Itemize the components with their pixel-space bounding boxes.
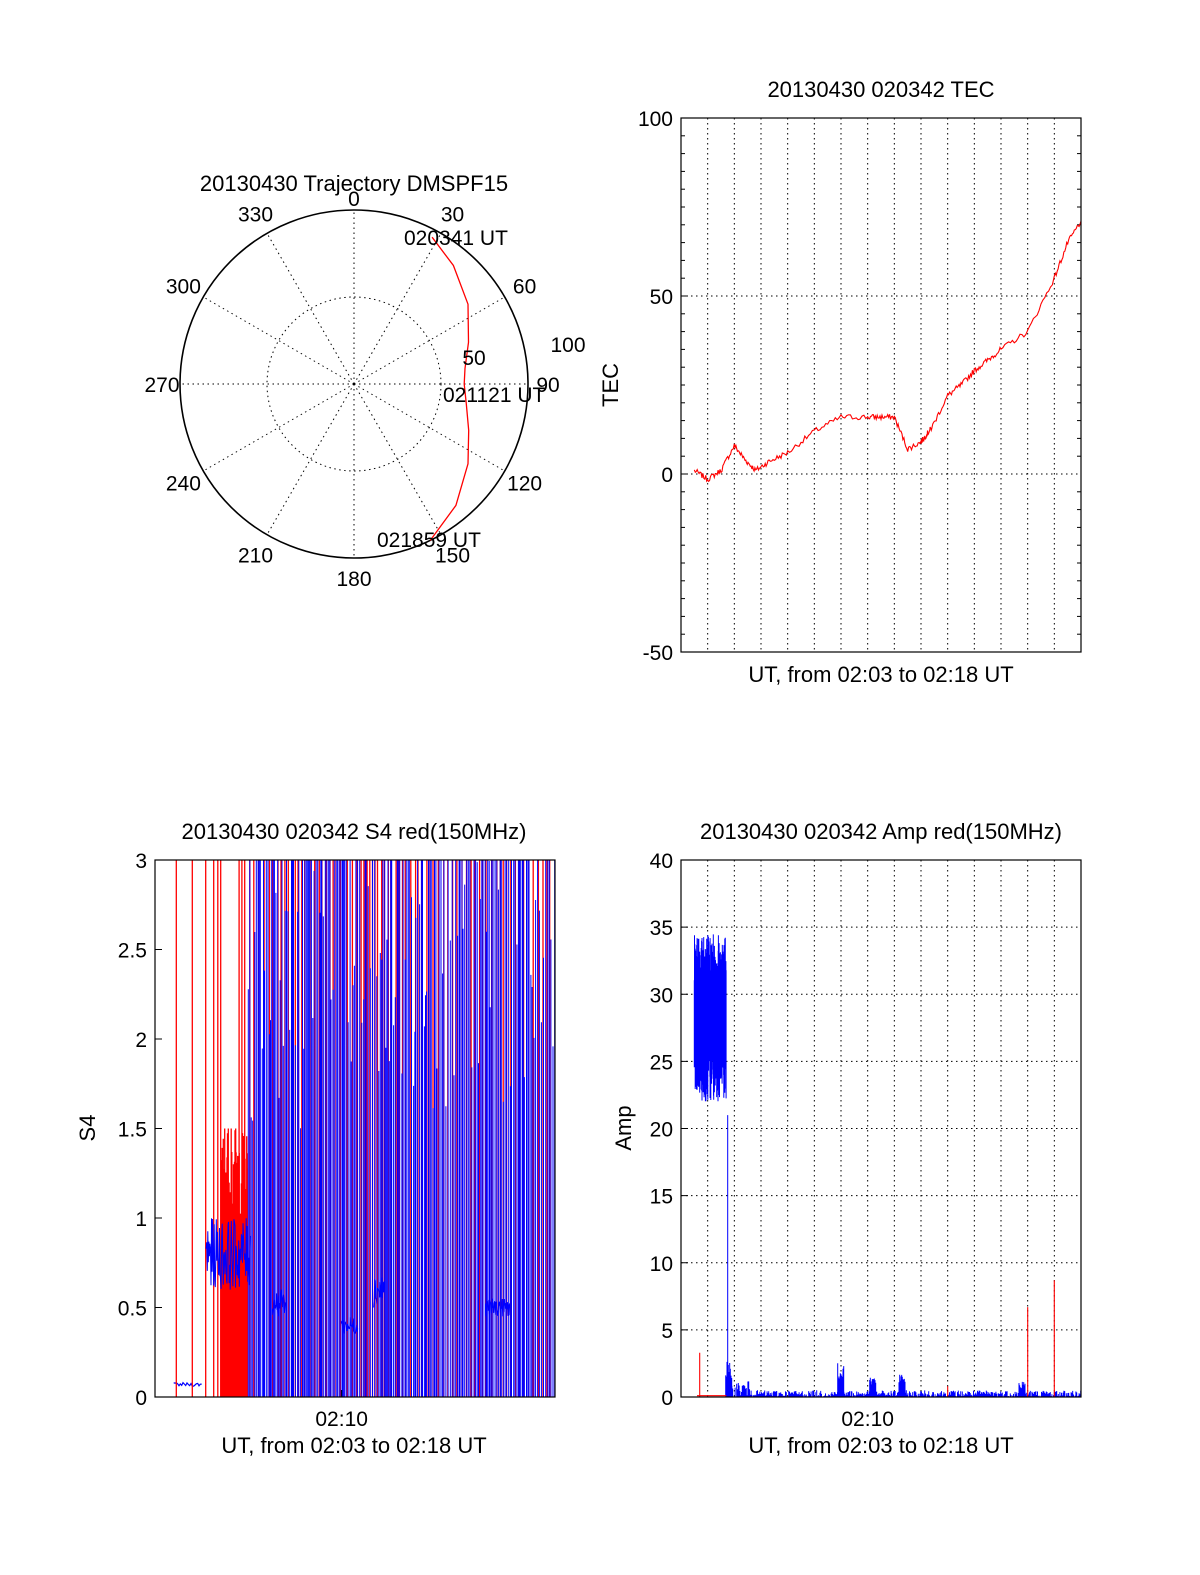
tec-y-tick--50: -50 — [643, 642, 673, 665]
polar-radial-tick-100: 100 — [550, 334, 585, 357]
polar-radial-tick-50: 50 — [462, 347, 485, 370]
polar-angle-tick-270: 270 — [144, 374, 179, 397]
polar-spoke — [353, 383, 442, 535]
polar-angle-tick-60: 60 — [513, 276, 536, 299]
polar-angle-tick-150: 150 — [435, 545, 470, 568]
tec-y-tick-50: 50 — [650, 286, 673, 309]
polar-spoke — [203, 296, 355, 385]
s4-x-ticks: 02:10 — [315, 1390, 368, 1431]
amp-y-tick-20: 20 — [650, 1119, 673, 1142]
s4-y-tick-0: 0 — [135, 1387, 147, 1410]
s4-y-tick-1.5: 1.5 — [118, 1119, 147, 1142]
s4-blue-envelope — [205, 1218, 511, 1334]
amp-y-tick-0: 0 — [661, 1387, 673, 1410]
polar-angle-tick-180: 180 — [336, 568, 371, 591]
polar-spoke — [266, 233, 355, 385]
amp-red-series — [697, 1280, 1055, 1397]
polar-angle-tick-300: 300 — [166, 276, 201, 299]
tec-y-tick-100: 100 — [638, 108, 673, 131]
polar-track — [429, 236, 470, 541]
s4-y-tick-0.5: 0.5 — [118, 1298, 147, 1321]
polar-spoke — [353, 233, 442, 385]
amp-x-tick-0210: 02:10 — [841, 1408, 894, 1431]
tec-series-line — [693, 221, 1082, 483]
s4-title: 20130430 020342 S4 red(150MHz) — [182, 819, 527, 844]
s4-x-label: UT, from 02:03 to 02:18 UT — [221, 1433, 486, 1458]
track-label-end: 021859 UT — [377, 529, 481, 552]
satellite-track-line — [429, 236, 470, 541]
polar-angle-tick-0: 0 — [348, 188, 360, 211]
amp-y-tick-40: 40 — [650, 850, 673, 873]
amp-x-ticks: 02:10 — [841, 1408, 894, 1431]
s4-x-tick-0210: 02:10 — [315, 1408, 368, 1431]
amp-y-label: Amp — [611, 1105, 636, 1150]
s4-blue-spikes — [247, 860, 556, 1397]
tec-y-tick-0: 0 — [661, 464, 673, 487]
s4-series — [173, 860, 556, 1397]
polar-title: 20130430 Trajectory DMSPF15 — [200, 171, 508, 196]
amp-y-tick-35: 35 — [650, 917, 673, 940]
amp-title: 20130430 020342 Amp red(150MHz) — [700, 819, 1062, 844]
track-label-start: 020341 UT — [404, 227, 508, 250]
track-label-mid: 021121 UT — [443, 384, 546, 407]
amp-y-tick-15: 15 — [650, 1186, 673, 1209]
tec-panel: 20130430 020342 TEC -50 0 50 100 UT, from 0… — [598, 77, 1082, 687]
polar-spoke — [266, 383, 355, 535]
polar-angle-tick-330: 330 — [238, 203, 273, 226]
amp-plot-frame — [680, 859, 1082, 1398]
tec-grid — [681, 118, 1081, 652]
amp-y-tick-10: 10 — [650, 1253, 673, 1276]
tec-y-ticks: -50 0 50 100 — [638, 108, 688, 665]
amp-y-tick-5: 5 — [661, 1320, 673, 1343]
s4-y-tick-2: 2 — [135, 1029, 147, 1052]
polar-angle-ticks: 0 30 60 90 120 150 180 210 240 270 300 330 — [144, 188, 559, 591]
tec-x-label: UT, from 02:03 to 02:18 UT — [748, 662, 1013, 687]
tec-y-label: TEC — [598, 363, 623, 407]
polar-angle-tick-120: 120 — [507, 473, 542, 496]
polar-angle-tick-90: 90 — [536, 374, 559, 397]
polar-angle-tick-210: 210 — [238, 545, 273, 568]
polar-spoke — [353, 383, 505, 472]
polar-angle-tick-30: 30 — [441, 203, 464, 226]
s4-y-tick-1: 1 — [135, 1208, 147, 1231]
polar-grid — [179, 209, 529, 559]
tec-series — [693, 221, 1082, 483]
polar-inner-circle — [266, 296, 442, 472]
s4-panel: 20130430 020342 S4 red(150MHz) 0 0.5 1 1.5 2… — [75, 819, 556, 1458]
amp-y-tick-30: 30 — [650, 984, 673, 1007]
s4-y-tick-2.5: 2.5 — [118, 940, 147, 963]
polar-spoke — [203, 383, 355, 472]
s4-y-label: S4 — [75, 1115, 100, 1142]
polar-outer-circle — [179, 209, 529, 559]
tec-plot-frame — [680, 117, 1082, 653]
s4-y-tick-3: 3 — [135, 850, 147, 873]
amp-grid — [681, 860, 1081, 1397]
amp-x-label: UT, from 02:03 to 02:18 UT — [748, 1433, 1013, 1458]
amp-y-tick-25: 25 — [650, 1051, 673, 1074]
amp-panel: 20130430 020342 Amp red(150MHz) 0 5 10 15 20… — [611, 819, 1082, 1458]
polar-angle-tick-240: 240 — [166, 473, 201, 496]
polar-spoke — [353, 296, 505, 385]
s4-y-ticks: 0 0.5 1 1.5 2 2.5 3 — [118, 850, 162, 1410]
s4-blue-baseline — [173, 1381, 202, 1387]
polar-trajectory-panel: 20130430 Trajectory DMSPF15 0 30 60 90 120 15… — [144, 171, 585, 591]
tec-title: 20130430 020342 TEC — [767, 77, 994, 102]
s4-plot-frame — [154, 859, 556, 1398]
